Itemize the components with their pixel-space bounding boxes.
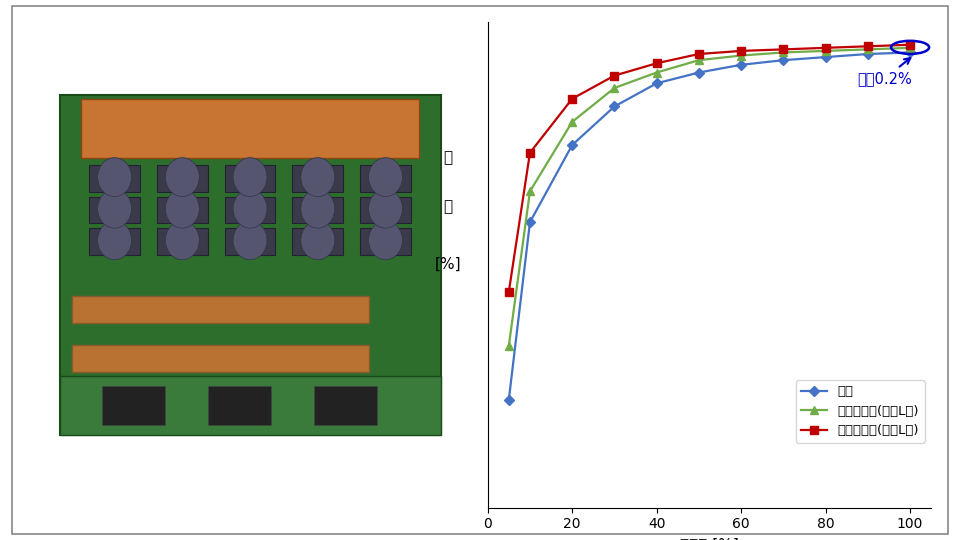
Bar bbox=[225, 165, 276, 192]
実測 bbox=[651, 80, 662, 86]
Bar bbox=[60, 376, 441, 435]
Bar bbox=[225, 228, 276, 255]
実測 bbox=[693, 69, 705, 76]
実測 bbox=[862, 51, 874, 57]
Bar bbox=[89, 228, 140, 255]
Bar bbox=[293, 228, 343, 255]
Circle shape bbox=[300, 221, 335, 260]
解析モデル(寄生L無) bbox=[651, 60, 662, 66]
Bar bbox=[72, 296, 369, 323]
Circle shape bbox=[165, 189, 200, 228]
解析モデル(寄生L無) bbox=[693, 51, 705, 57]
Text: 効: 効 bbox=[444, 150, 452, 165]
実測 bbox=[778, 57, 789, 63]
解析モデル(寄生L無) bbox=[862, 43, 874, 50]
Circle shape bbox=[98, 158, 132, 197]
Circle shape bbox=[233, 189, 267, 228]
実測 bbox=[566, 142, 578, 149]
Circle shape bbox=[300, 189, 335, 228]
実測 bbox=[735, 62, 747, 68]
Circle shape bbox=[165, 221, 200, 260]
Bar bbox=[293, 197, 343, 224]
Line: 実測: 実測 bbox=[505, 49, 914, 403]
Text: 誤差0.2%: 誤差0.2% bbox=[857, 58, 912, 86]
実測 bbox=[904, 49, 916, 56]
解析モデル(寄生L有) bbox=[524, 188, 536, 194]
Bar bbox=[89, 197, 140, 224]
Circle shape bbox=[98, 189, 132, 228]
Bar bbox=[102, 386, 165, 425]
Bar bbox=[156, 197, 207, 224]
Bar bbox=[60, 94, 441, 435]
Bar bbox=[225, 197, 276, 224]
解析モデル(寄生L有) bbox=[735, 52, 747, 59]
Circle shape bbox=[165, 158, 200, 197]
Bar bbox=[360, 165, 411, 192]
X-axis label: 負荷率 [%]: 負荷率 [%] bbox=[680, 537, 739, 540]
Bar bbox=[81, 99, 420, 158]
Circle shape bbox=[369, 221, 402, 260]
解析モデル(寄生L有) bbox=[566, 119, 578, 125]
Bar bbox=[314, 386, 377, 425]
Circle shape bbox=[98, 221, 132, 260]
解析モデル(寄生L有) bbox=[820, 48, 831, 54]
解析モデル(寄生L無) bbox=[609, 72, 620, 79]
解析モデル(寄生L無) bbox=[735, 48, 747, 54]
解析モデル(寄生L有) bbox=[862, 46, 874, 52]
解析モデル(寄生L無) bbox=[904, 42, 916, 48]
解析モデル(寄生L無) bbox=[503, 288, 515, 295]
Bar bbox=[156, 228, 207, 255]
実測 bbox=[524, 219, 536, 225]
Bar bbox=[360, 228, 411, 255]
解析モデル(寄生L有) bbox=[503, 342, 515, 349]
実測 bbox=[503, 396, 515, 403]
実測 bbox=[820, 54, 831, 60]
Legend: 実測, 解析モデル(寄生L有), 解析モデル(寄生L無): 実測, 解析モデル(寄生L有), 解析モデル(寄生L無) bbox=[796, 380, 924, 443]
Line: 解析モデル(寄生L有): 解析モデル(寄生L有) bbox=[505, 44, 914, 350]
解析モデル(寄生L有) bbox=[904, 45, 916, 51]
Text: [%]: [%] bbox=[435, 257, 461, 272]
解析モデル(寄生L無) bbox=[820, 45, 831, 51]
Bar bbox=[207, 386, 272, 425]
Bar bbox=[89, 165, 140, 192]
解析モデル(寄生L有) bbox=[693, 57, 705, 63]
Bar bbox=[360, 197, 411, 224]
Text: 率: 率 bbox=[444, 199, 452, 214]
Bar bbox=[156, 165, 207, 192]
実測 bbox=[609, 103, 620, 110]
Bar bbox=[293, 165, 343, 192]
Bar bbox=[72, 345, 369, 372]
解析モデル(寄生L無) bbox=[524, 150, 536, 156]
Line: 解析モデル(寄生L無): 解析モデル(寄生L無) bbox=[505, 41, 914, 295]
解析モデル(寄生L無) bbox=[566, 96, 578, 102]
Circle shape bbox=[369, 189, 402, 228]
Circle shape bbox=[233, 158, 267, 197]
解析モデル(寄生L有) bbox=[778, 49, 789, 56]
Circle shape bbox=[369, 158, 402, 197]
解析モデル(寄生L有) bbox=[609, 85, 620, 91]
Circle shape bbox=[233, 221, 267, 260]
Circle shape bbox=[300, 158, 335, 197]
解析モデル(寄生L有) bbox=[651, 69, 662, 76]
解析モデル(寄生L無) bbox=[778, 46, 789, 52]
